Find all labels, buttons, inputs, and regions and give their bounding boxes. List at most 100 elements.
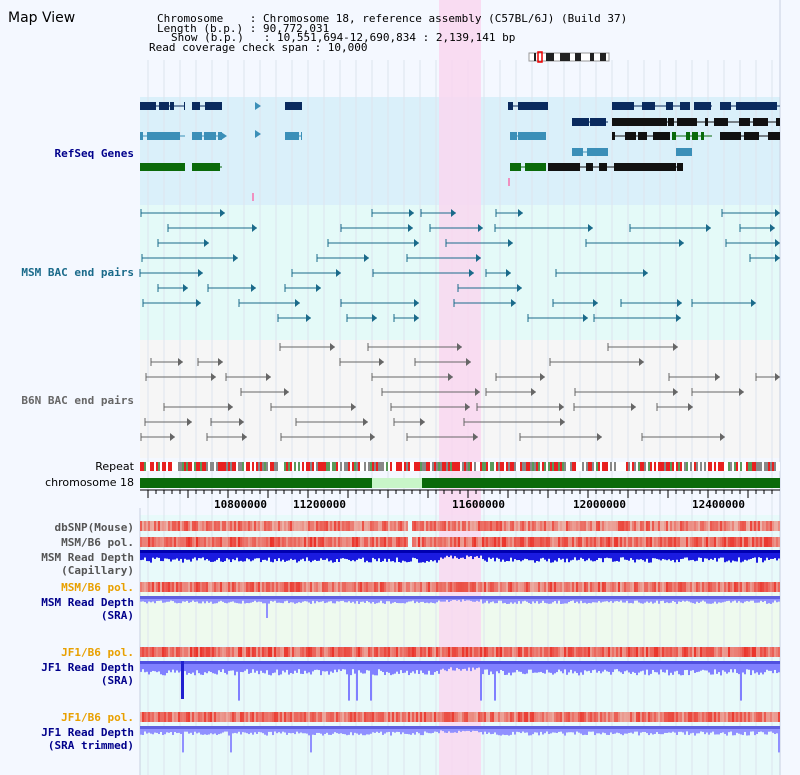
depth-bar — [724, 550, 726, 563]
depth-bar-top — [648, 661, 650, 664]
pol-strip-cell — [482, 712, 484, 722]
repeat-segment — [218, 462, 220, 471]
depth-bar — [144, 596, 146, 603]
depth-bar-top — [488, 550, 490, 553]
pol-strip-cell — [380, 647, 382, 657]
repeat-segment — [226, 462, 228, 471]
pol-strip-cell — [150, 521, 152, 531]
repeat-segment — [668, 462, 670, 471]
pol-strip-cell — [530, 537, 532, 547]
pol-strip-cell — [646, 712, 648, 722]
pol-strip-cell — [762, 521, 764, 531]
bac-arrow — [770, 224, 775, 232]
depth-bar-top — [240, 661, 242, 664]
depth-bar-top — [774, 726, 776, 729]
pol-strip-cell — [762, 582, 764, 592]
depth-bar-top — [682, 550, 684, 553]
pol-strip-cell — [524, 647, 526, 657]
pol-strip-cell — [304, 521, 306, 531]
pol-strip-cell — [554, 537, 556, 547]
depth-bar — [232, 726, 234, 734]
pol-strip-cell — [640, 521, 642, 531]
repeat-segment — [624, 462, 626, 471]
depth-bar-top — [368, 661, 370, 664]
depth-bar-top — [354, 596, 356, 599]
depth-bar — [670, 550, 672, 561]
depth-bar — [550, 726, 552, 734]
pol-strip-cell — [400, 647, 402, 657]
depth-bar-top — [608, 726, 610, 729]
depth-bar — [778, 550, 780, 559]
depth-bar-top — [576, 661, 578, 664]
depth-bar-top — [632, 550, 634, 553]
depth-bar-top — [668, 726, 670, 729]
depth-bar-top — [766, 596, 768, 599]
pol-strip-cell — [574, 582, 576, 592]
depth-bar — [778, 661, 780, 673]
pol-strip-cell — [530, 647, 532, 657]
depth-bar-top — [474, 596, 476, 599]
depth-bar — [280, 596, 282, 603]
pol-strip-cell — [700, 647, 702, 657]
depth-bar — [762, 550, 764, 563]
pol-strip-cell — [328, 712, 330, 722]
repeat-segment — [280, 462, 282, 471]
pol-strip-cell — [536, 521, 538, 531]
depth-bar — [658, 726, 660, 734]
pol-strip-cell — [440, 647, 442, 657]
gene-arrow — [255, 102, 261, 110]
chromosome-ideogram[interactable] — [529, 52, 609, 62]
depth-bar-top — [612, 550, 614, 553]
pol-strip-cell — [192, 537, 194, 547]
repeat-segment — [408, 462, 410, 471]
depth-bar-top — [542, 726, 544, 729]
pol-strip-cell — [712, 521, 714, 531]
pol-strip-cell — [674, 521, 676, 531]
depth-bar-top — [312, 550, 314, 553]
depth-bar-top — [726, 550, 728, 553]
pol-strip-cell — [668, 647, 670, 657]
pol-strip-cell — [596, 521, 598, 531]
depth-bar-top — [640, 661, 642, 664]
pol-strip-cell — [490, 537, 492, 547]
depth-bar — [196, 726, 198, 734]
depth-bar — [244, 661, 246, 671]
depth-bar-top — [224, 726, 226, 729]
depth-bar-top — [442, 661, 444, 664]
pol-strip-cell — [624, 537, 626, 547]
pol-strip-cell — [734, 582, 736, 592]
repeat-segment — [768, 462, 770, 471]
pol-strip-cell — [690, 582, 692, 592]
depth-bar-top — [178, 596, 180, 599]
pol-strip-cell — [572, 647, 574, 657]
repeat-segment — [328, 462, 330, 471]
depth-bar-top — [600, 661, 602, 664]
bac-arrow — [508, 239, 513, 247]
depth-bar-top — [298, 550, 300, 553]
pol-strip-cell — [600, 647, 602, 657]
pol-strip-cell — [484, 712, 486, 722]
pol-strip-cell — [732, 712, 734, 722]
depth-bar-top — [690, 596, 692, 599]
pol-strip-cell — [330, 521, 332, 531]
repeat-segment — [534, 462, 536, 471]
pol-strip-cell — [668, 537, 670, 547]
pol-strip-cell — [570, 521, 572, 531]
depth-bar-top — [170, 550, 172, 553]
depth-bar-top — [694, 596, 696, 599]
pol-strip-cell — [454, 582, 456, 592]
depth-bar-top — [616, 726, 618, 729]
pol-strip-cell — [326, 647, 328, 657]
pol-strip-cell — [340, 712, 342, 722]
depth-bar — [526, 550, 528, 560]
depth-bar-top — [342, 726, 344, 729]
bac-arrow — [363, 418, 368, 426]
pol-strip-cell — [564, 521, 566, 531]
pol-strip-cell — [550, 712, 552, 722]
pol-strip-cell — [688, 712, 690, 722]
pol-strip-cell — [540, 582, 542, 592]
pol-strip-cell — [184, 537, 186, 547]
depth-bar — [306, 550, 308, 558]
repeat-segment — [272, 462, 274, 471]
